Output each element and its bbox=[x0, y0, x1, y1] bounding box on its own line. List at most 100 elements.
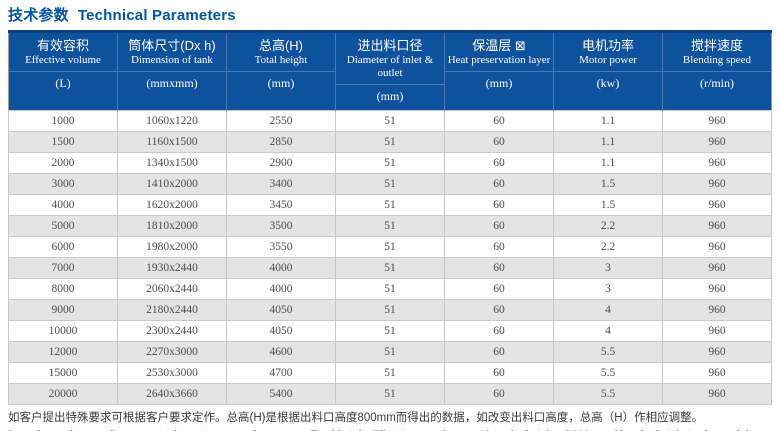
header-zh: 保温层 ⊠ bbox=[472, 38, 526, 53]
header-zh: 有效容积 bbox=[36, 38, 89, 53]
table-cell: 1340x1500 bbox=[117, 151, 227, 174]
table-cell: 51 bbox=[335, 319, 445, 342]
header-en: Motor power bbox=[579, 54, 637, 67]
table-cell: 60 bbox=[444, 382, 554, 405]
table-cell: 2550 bbox=[226, 109, 336, 132]
table-cell: 4700 bbox=[226, 361, 336, 384]
table-cell: 4050 bbox=[226, 319, 336, 342]
footer-note-en: It can be made according to special requ… bbox=[8, 427, 772, 431]
column-header-effective-volume: 有效容积 Effective volume (L) bbox=[8, 30, 118, 111]
table-cell: 60 bbox=[444, 172, 554, 195]
table-cell: 4000 bbox=[8, 193, 118, 216]
table-cell: 4000 bbox=[226, 256, 336, 279]
table-cell: 51 bbox=[335, 256, 445, 279]
table-row: 3000 1410x2000 3400 51 60 1.5 960 bbox=[8, 172, 772, 195]
table-cell: 5400 bbox=[226, 382, 336, 405]
table-cell: 60 bbox=[444, 130, 554, 153]
header-zh: 筒体尺寸(Dx h) bbox=[128, 38, 216, 53]
table-cell: 60 bbox=[444, 256, 554, 279]
header-zh: 进出料口径 bbox=[357, 38, 423, 53]
table-row: 4000 1620x2000 3450 51 60 1.5 960 bbox=[8, 193, 772, 216]
table-cell: 4 bbox=[553, 298, 663, 321]
table-cell: 1810x2000 bbox=[117, 214, 227, 237]
table-cell: 2300x2440 bbox=[117, 319, 227, 342]
header-unit: (r/min) bbox=[663, 70, 771, 97]
table-cell: 960 bbox=[662, 340, 772, 363]
table-row: 12000 2270x3000 4600 51 60 5.5 960 bbox=[8, 340, 772, 363]
table-row: 5000 1810x2000 3500 51 60 2.2 960 bbox=[8, 214, 772, 237]
table-cell: 60 bbox=[444, 109, 554, 132]
table-cell: 1.5 bbox=[553, 193, 663, 216]
table-cell: 3 bbox=[553, 277, 663, 300]
table-cell: 960 bbox=[662, 235, 772, 258]
table-cell: 1000 bbox=[8, 109, 118, 132]
header-en: Effective volume bbox=[25, 54, 101, 67]
table-row: 20000 2640x3660 5400 51 60 5.5 960 bbox=[8, 382, 772, 405]
table-cell: 60 bbox=[444, 235, 554, 258]
table-cell: 5.5 bbox=[553, 340, 663, 363]
table-row: 1000 1060x1220 2550 51 60 1.1 960 bbox=[8, 109, 772, 132]
table-cell: 1.1 bbox=[553, 109, 663, 132]
table-cell: 51 bbox=[335, 277, 445, 300]
table-cell: 51 bbox=[335, 109, 445, 132]
table-cell: 960 bbox=[662, 277, 772, 300]
table-cell: 51 bbox=[335, 298, 445, 321]
table-cell: 51 bbox=[335, 214, 445, 237]
table-cell: 960 bbox=[662, 256, 772, 279]
table-row: 10000 2300x2440 4050 51 60 4 960 bbox=[8, 319, 772, 342]
header-zh: 电机功率 bbox=[581, 38, 634, 53]
table-cell: 4050 bbox=[226, 298, 336, 321]
header-zh: 搅拌速度 bbox=[690, 38, 743, 53]
table-row: 1500 1160x1500 2850 51 60 1.1 960 bbox=[8, 130, 772, 153]
table-cell: 20000 bbox=[8, 382, 118, 405]
page-title-en: Technical Parameters bbox=[77, 7, 236, 24]
table-cell: 15000 bbox=[8, 361, 118, 384]
table-cell: 1980x2000 bbox=[117, 235, 227, 258]
header-unit: (mm) bbox=[336, 83, 444, 110]
table-cell: 2850 bbox=[226, 130, 336, 153]
table-cell: 2530x3000 bbox=[117, 361, 227, 384]
table-cell: 51 bbox=[335, 151, 445, 174]
table-cell: 3400 bbox=[226, 172, 336, 195]
table-cell: 960 bbox=[662, 172, 772, 195]
table-cell: 9000 bbox=[8, 298, 118, 321]
table-cell: 60 bbox=[444, 361, 554, 384]
table-cell: 12000 bbox=[8, 340, 118, 363]
table-cell: 960 bbox=[662, 214, 772, 237]
header-unit: (kw) bbox=[554, 70, 662, 97]
table-cell: 60 bbox=[444, 214, 554, 237]
table-row: 9000 2180x2440 4050 51 60 4 960 bbox=[8, 298, 772, 321]
table-cell: 960 bbox=[662, 193, 772, 216]
table-cell: 51 bbox=[335, 172, 445, 195]
table-cell: 1.1 bbox=[553, 151, 663, 174]
table-cell: 960 bbox=[662, 130, 772, 153]
table-cell: 1160x1500 bbox=[117, 130, 227, 153]
table-cell: 5.5 bbox=[553, 361, 663, 384]
table-cell: 3 bbox=[553, 256, 663, 279]
table-row: 15000 2530x3000 4700 51 60 5.5 960 bbox=[8, 361, 772, 384]
table-cell: 51 bbox=[335, 130, 445, 153]
table-cell: 51 bbox=[335, 382, 445, 405]
page-title: 技术参数 Technical Parameters bbox=[0, 0, 780, 25]
table-row: 2000 1340x1500 2900 51 60 1.1 960 bbox=[8, 151, 772, 174]
column-header-inlet-outlet-diameter: 进出料口径 Diameter of inlet & outlet (mm) bbox=[335, 30, 445, 111]
table-cell: 2.2 bbox=[553, 214, 663, 237]
table-cell: 2060x2440 bbox=[117, 277, 227, 300]
table-cell: 51 bbox=[335, 193, 445, 216]
table-cell: 2640x3660 bbox=[117, 382, 227, 405]
column-header-motor-power: 电机功率 Motor power (kw) bbox=[553, 30, 663, 111]
table-cell: 960 bbox=[662, 151, 772, 174]
header-unit: (mm) bbox=[445, 70, 553, 97]
table-cell: 2180x2440 bbox=[117, 298, 227, 321]
column-header-heat-preservation-layer: 保温层 ⊠ Heat preservation layer (mm) bbox=[444, 30, 554, 111]
table-cell: 7000 bbox=[8, 256, 118, 279]
parameters-table: 有效容积 Effective volume (L) 筒体尺寸(Dx h) Dim… bbox=[8, 30, 772, 405]
table-cell: 4600 bbox=[226, 340, 336, 363]
header-en: Total height bbox=[254, 54, 308, 67]
table-cell: 3000 bbox=[8, 172, 118, 195]
table-cell: 8000 bbox=[8, 277, 118, 300]
table-cell: 1.5 bbox=[553, 172, 663, 195]
table-cell: 60 bbox=[444, 298, 554, 321]
table-cell: 1500 bbox=[8, 130, 118, 153]
table-cell: 60 bbox=[444, 340, 554, 363]
